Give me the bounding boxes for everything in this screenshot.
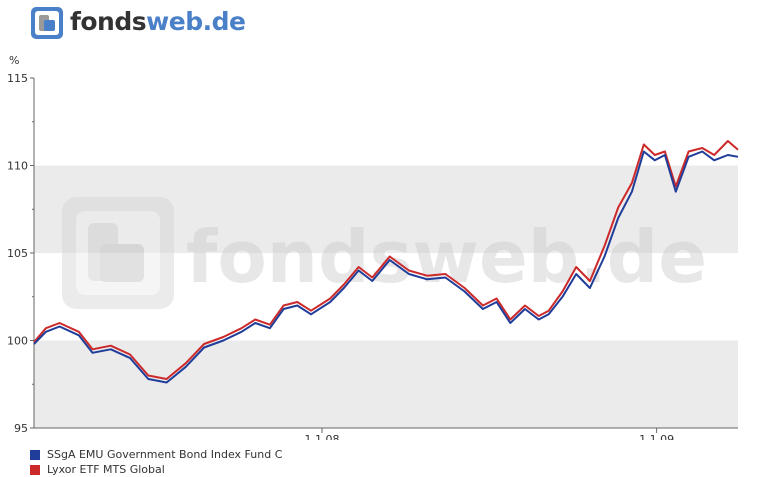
- fondsweb-logo-icon: [31, 7, 63, 39]
- watermark-text: fondsweb.de: [186, 215, 707, 299]
- y-tick-label: 100: [7, 335, 28, 348]
- legend-item: Lyxor ETF MTS Global: [30, 462, 282, 477]
- logo-text-part2: web.de: [146, 7, 246, 36]
- y-tick-label: 115: [7, 72, 28, 85]
- logo-text: fondsweb.de: [70, 7, 246, 36]
- series-line-2: [33, 140, 739, 380]
- grid-band: [34, 165, 738, 253]
- x-tick-label: 1.1.09: [639, 433, 674, 440]
- fondsweb-logo[interactable]: fondsweb.de: [30, 6, 246, 40]
- x-tick-label: 1.1.08: [305, 433, 340, 440]
- y-tick-label: 95: [14, 422, 28, 435]
- fondsweb-watermark: fondsweb.de: [62, 197, 707, 309]
- line-chart: fondsweb.de 95 100 105 110 115 1.1.08 1.1.09 %: [7, 54, 739, 440]
- y-tick-label: 110: [7, 160, 28, 173]
- chart-axes: 95 100 105 110 115 1.1.08 1.1.09: [7, 72, 738, 440]
- legend-label: SSgA EMU Government Bond Index Fund C: [47, 448, 283, 461]
- legend-label: Lyxor ETF MTS Global: [47, 463, 165, 476]
- series-line-1: [33, 150, 739, 384]
- grid-band: [34, 340, 738, 428]
- chart-series: [33, 140, 739, 384]
- y-axis-label: %: [9, 54, 19, 67]
- logo-text-part1: fonds: [70, 7, 147, 36]
- chart-legend: SSgA EMU Government Bond Index Fund C Lyx…: [30, 447, 282, 477]
- legend-swatch: [30, 464, 40, 475]
- legend-item: SSgA EMU Government Bond Index Fund C: [30, 447, 282, 462]
- y-tick-label: 105: [7, 247, 28, 260]
- grid-bands: [34, 165, 738, 428]
- legend-swatch: [30, 449, 40, 460]
